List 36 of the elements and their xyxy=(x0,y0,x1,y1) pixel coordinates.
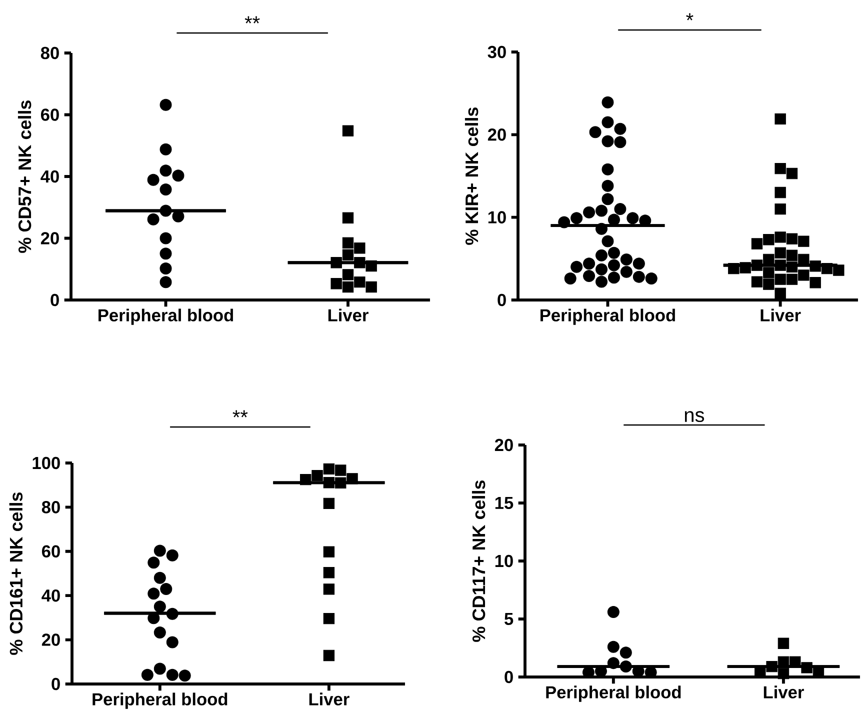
y-axis-title: % CD57+ NK cells xyxy=(18,100,32,253)
y-tick-label: 20 xyxy=(42,634,60,646)
y-tick-label: 10 xyxy=(495,554,513,568)
x-tick-label: Liver xyxy=(309,692,350,706)
y-axis-title: % CD161+ NK cells xyxy=(9,492,23,655)
x-tick-label: Liver xyxy=(760,308,801,322)
y-tick-label: 100 xyxy=(32,456,60,470)
y-tick-label: 40 xyxy=(42,589,60,602)
y-tick-label: 15 xyxy=(495,496,514,510)
y-tick-label: 5 xyxy=(504,612,514,626)
y-tick-label: 80 xyxy=(42,501,60,514)
text: ** xyxy=(244,16,260,24)
y-tick-label: 0 xyxy=(52,678,60,690)
y-axis-title: % CD117+ NK cells xyxy=(472,480,486,642)
y-tick-label: 20 xyxy=(488,128,506,141)
y-tick-label: 40 xyxy=(40,170,59,183)
y-tick-label: 30 xyxy=(488,46,506,58)
y-tick-label: 60 xyxy=(42,545,60,558)
x-tick-label: Peripheral blood xyxy=(540,308,675,325)
y-tick-label: 0 xyxy=(504,670,513,684)
y-tick-label: 20 xyxy=(40,232,59,244)
text: ** xyxy=(232,410,248,418)
x-tick-label: Peripheral blood xyxy=(92,692,228,709)
text: * xyxy=(686,13,694,20)
x-tick-label: Peripheral blood xyxy=(546,686,681,702)
y-tick-label: 10 xyxy=(488,211,506,224)
x-tick-label: Peripheral blood xyxy=(98,308,234,325)
x-tick-label: Liver xyxy=(764,686,804,698)
y-axis-title: % KIR+ NK cells xyxy=(464,107,478,245)
text: ns xyxy=(684,411,704,422)
y-tick-label: 0 xyxy=(50,294,59,306)
y-tick-label: 0 xyxy=(498,294,506,306)
y-tick-label: 60 xyxy=(40,108,59,121)
x-tick-label: Liver xyxy=(328,308,368,322)
y-tick-label: 80 xyxy=(40,46,59,60)
y-tick-label: 20 xyxy=(494,438,513,452)
